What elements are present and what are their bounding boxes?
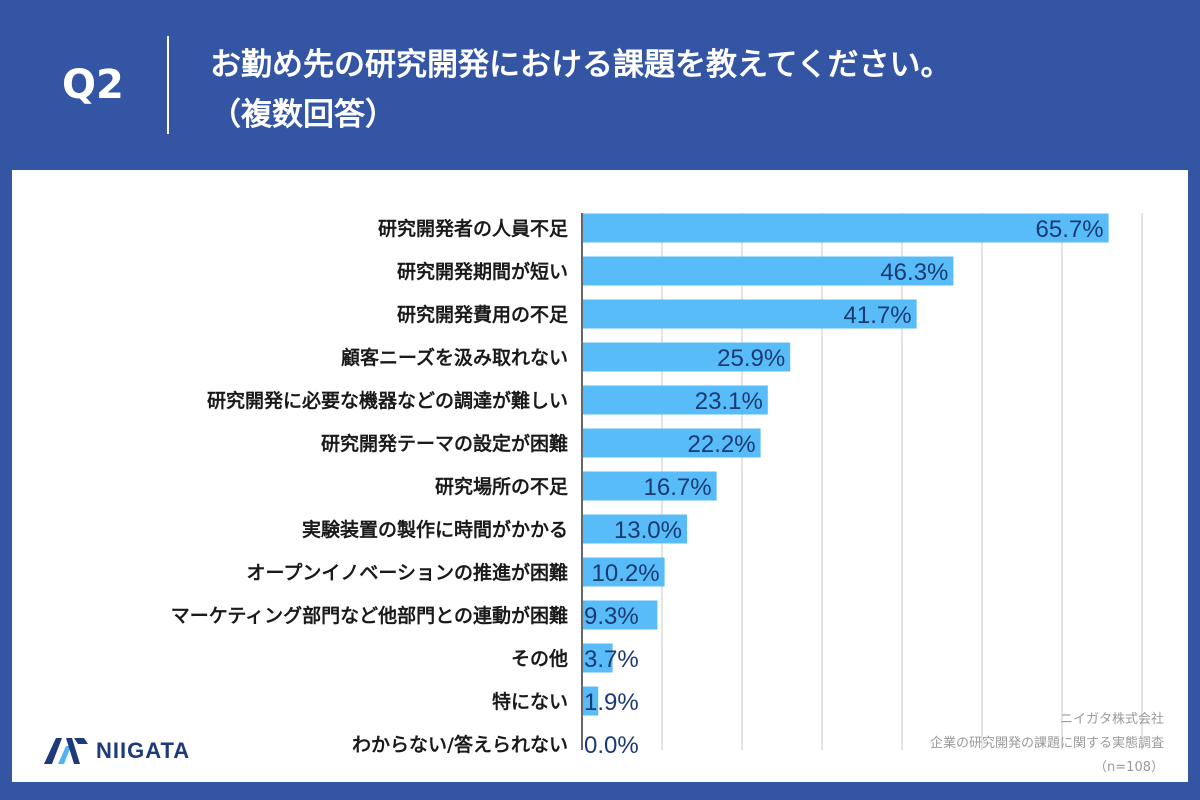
bar — [583, 342, 791, 372]
category-label: 顧客ニーズを汲み取れない — [341, 346, 568, 369]
category-label: その他 — [511, 647, 568, 670]
value-label: 13.0% — [614, 517, 682, 544]
bar — [583, 557, 665, 587]
header-divider — [167, 36, 169, 134]
logo-text: NIIGATA — [96, 738, 191, 763]
category-label: 研究開発テーマの設定が困難 — [321, 432, 568, 455]
credit-sample: （n=108） — [1094, 760, 1164, 775]
value-label: 9.3% — [584, 603, 639, 630]
category-label: 研究開発者の人員不足 — [378, 217, 569, 240]
value-label: 1.9% — [584, 689, 639, 716]
category-label: マーケティング部門など他部門との連動が困難 — [171, 604, 568, 627]
credit-survey: 企業の研究開発の課題に関する実態調査 — [929, 736, 1164, 751]
niigata-logo-icon — [44, 738, 88, 764]
category-label: 研究開発費用の不足 — [397, 303, 569, 326]
question-header: Q2 お勤め先の研究開発における課題を教えてください。 （複数回答） — [0, 0, 1200, 170]
bar — [583, 686, 599, 716]
chart-panel: 研究開発者の人員不足 65.7% 研究開発期間が短い 46.3% 研究開発費用の不足 41… — [12, 170, 1188, 782]
credit-company: ニイガタ株式会社 — [1059, 712, 1164, 727]
value-label: 65.7% — [1036, 216, 1104, 243]
bar — [583, 256, 954, 286]
bar — [583, 385, 768, 415]
bar — [583, 428, 761, 458]
category-label: 研究開発に必要な機器などの調達が難しい — [207, 389, 568, 412]
category-label: 研究開発期間が短い — [397, 260, 568, 283]
bar — [583, 299, 917, 329]
bar — [583, 600, 658, 630]
bar — [583, 213, 1109, 243]
value-label: 41.7% — [844, 302, 912, 329]
value-label: 22.2% — [688, 431, 756, 458]
value-label: 0.0% — [584, 732, 639, 759]
value-label: 25.9% — [717, 345, 785, 372]
question-title-line2: （複数回答） — [210, 97, 396, 133]
bar — [583, 514, 687, 544]
bar — [583, 643, 613, 673]
value-label: 46.3% — [880, 259, 948, 286]
category-label: 研究場所の不足 — [435, 475, 569, 498]
value-label: 10.2% — [592, 560, 660, 587]
value-label: 23.1% — [695, 388, 763, 415]
question-title-line1: お勤め先の研究開発における課題を教えてください。 — [210, 47, 952, 83]
bar — [583, 471, 717, 501]
category-label: オープンイノベーションの推進が困難 — [247, 561, 568, 584]
question-number: Q2 — [62, 62, 124, 108]
value-label: 16.7% — [644, 474, 712, 501]
category-label: 実験装置の製作に時間がかかる — [302, 518, 568, 541]
survey-credits: ニイガタ株式会社 企業の研究開発の課題に関する実態調査 （n=108） — [930, 708, 1164, 780]
category-label: 特にない — [492, 691, 568, 713]
bar-chart: 研究開発者の人員不足 65.7% 研究開発期間が短い 46.3% 研究開発費用の不足 41… — [171, 213, 1143, 759]
category-label: わからない/答えられない — [352, 733, 568, 756]
value-label: 3.7% — [584, 646, 639, 673]
question-title: お勤め先の研究開発における課題を教えてください。 （複数回答） — [210, 40, 952, 140]
niigata-logo: NIIGATA — [44, 738, 190, 764]
